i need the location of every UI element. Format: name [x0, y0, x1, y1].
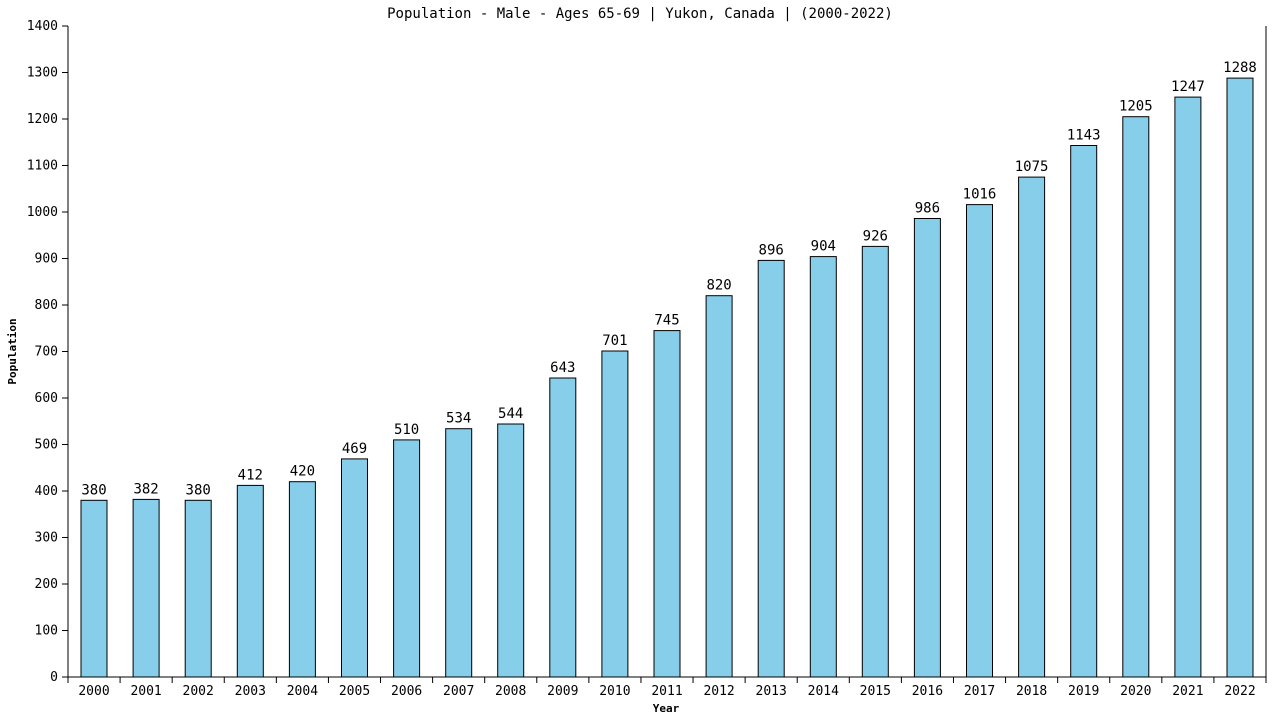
y-tick-label: 1000	[27, 205, 58, 220]
x-tick-label-2009: 2009	[547, 684, 578, 699]
data-label-2014: 904	[811, 239, 836, 255]
bar-2013	[757, 259, 785, 678]
y-tick-label: 1400	[27, 19, 58, 34]
data-labels-layer: 380 382 380 412 420 469 510 534 544 643 701 745 820 8…	[81, 60, 1257, 498]
x-axis-title: Year	[653, 702, 680, 715]
y-tick-label: 800	[35, 298, 58, 313]
data-label-2012: 820	[706, 278, 731, 294]
data-label-2022: 1288	[1223, 60, 1257, 76]
bar-2006	[393, 439, 421, 678]
y-axis-title: Population	[6, 318, 19, 384]
data-label-2016: 986	[915, 201, 940, 217]
bar-2014	[809, 256, 837, 678]
y-tick-label: 1200	[27, 112, 58, 127]
data-label-2017: 1016	[963, 187, 997, 203]
y-tick-label: 100	[35, 624, 58, 639]
data-label-2011: 745	[654, 313, 679, 329]
bar-2005	[341, 458, 368, 678]
bar-2012	[705, 295, 733, 678]
bar-2007	[445, 428, 473, 678]
data-label-2006: 510	[394, 422, 419, 438]
data-label-2003: 412	[238, 467, 263, 483]
bar-2003	[236, 484, 264, 678]
bar-2000	[80, 499, 108, 678]
y-tick-label: 300	[35, 531, 58, 546]
x-tick-label-2003: 2003	[235, 684, 266, 699]
data-label-2008: 544	[498, 406, 523, 422]
x-tick-label-2008: 2008	[495, 684, 526, 699]
y-tick-label: 400	[35, 484, 58, 499]
x-tick-label-2012: 2012	[703, 684, 734, 699]
y-tick-label: 500	[35, 438, 58, 453]
x-tick-label-2017: 2017	[964, 684, 995, 699]
bar-2016	[913, 218, 941, 678]
bar-2015	[861, 245, 889, 678]
y-tick-label: 1100	[27, 159, 58, 174]
bar-2001	[132, 498, 160, 678]
x-tick-label-2004: 2004	[287, 684, 318, 699]
bar-2011	[653, 330, 681, 678]
data-label-2002: 380	[186, 482, 211, 498]
data-label-2013: 896	[759, 242, 784, 258]
data-label-2021: 1247	[1171, 79, 1205, 95]
chart-title: Population - Male - Ages 65-69 | Yukon, …	[387, 6, 893, 22]
bar-2008	[497, 423, 525, 678]
data-label-2000: 380	[81, 482, 106, 498]
y-tick-label: 1300	[27, 66, 58, 81]
x-tick-label-2007: 2007	[443, 684, 474, 699]
bar-2018	[1018, 176, 1046, 678]
y-tick-label: 600	[35, 391, 58, 406]
y-tick-label: 700	[35, 345, 58, 360]
bar-2009	[549, 377, 577, 678]
bar-2017	[966, 204, 993, 678]
bar-2002	[184, 499, 212, 678]
bar-2019	[1070, 145, 1098, 678]
data-label-2010: 701	[602, 333, 627, 349]
bar-2010	[601, 350, 629, 678]
x-tick-label-2000: 2000	[78, 684, 109, 699]
x-tick-label-2022: 2022	[1224, 684, 1255, 699]
bar-2021	[1174, 96, 1202, 678]
x-tick-label-2006: 2006	[391, 684, 422, 699]
x-tick-label-2019: 2019	[1068, 684, 1099, 699]
data-label-2001: 382	[133, 481, 158, 497]
x-axis: 2000 2001 2002 2003 2004 2005 2006 2007 2008 2009…	[67, 26, 1267, 699]
bar-2022	[1226, 77, 1254, 678]
x-tick-label-2018: 2018	[1016, 684, 1047, 699]
bars-layer	[80, 77, 1254, 678]
data-label-2020: 1205	[1119, 99, 1153, 115]
data-label-2005: 469	[342, 441, 367, 457]
bar-2004	[288, 481, 316, 678]
y-tick-label: 900	[35, 252, 58, 267]
data-label-2018: 1075	[1015, 159, 1049, 175]
y-tick-label: 200	[35, 577, 58, 592]
data-label-2019: 1143	[1067, 128, 1101, 144]
x-tick-label-2013: 2013	[756, 684, 787, 699]
y-axis: 0 100 200 300 400 500 600 700 800 900 1000 1100 1200…	[27, 19, 69, 685]
x-tick-label-2014: 2014	[808, 684, 839, 699]
data-label-2004: 420	[290, 464, 315, 480]
y-tick-label: 0	[50, 670, 58, 685]
x-tick-label-2001: 2001	[130, 684, 161, 699]
data-label-2007: 534	[446, 411, 471, 427]
data-label-2009: 643	[550, 360, 575, 376]
x-tick-label-2021: 2021	[1172, 684, 1203, 699]
x-tick-label-2011: 2011	[651, 684, 682, 699]
x-tick-label-2015: 2015	[860, 684, 891, 699]
x-tick-label-2010: 2010	[599, 684, 630, 699]
x-tick-label-2020: 2020	[1120, 684, 1151, 699]
data-label-2015: 926	[863, 228, 888, 244]
bar-2020	[1122, 116, 1150, 678]
x-tick-label-2002: 2002	[183, 684, 214, 699]
x-tick-label-2005: 2005	[339, 684, 370, 699]
x-tick-label-2016: 2016	[912, 684, 943, 699]
